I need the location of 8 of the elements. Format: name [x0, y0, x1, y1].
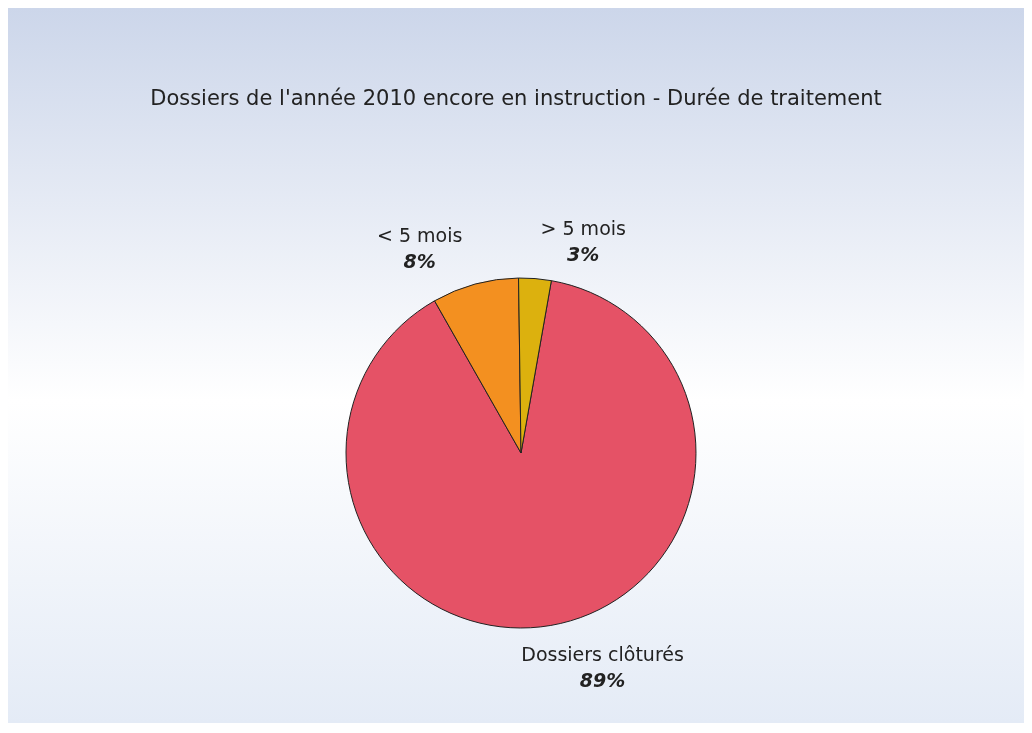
data-label: 8%: [403, 249, 436, 272]
chart-title: Dossiers de l'année 2010 encore en instruction - Durée de traitement: [149, 85, 883, 110]
slice-label: > 5 mois: [540, 216, 626, 239]
data-label: 89%: [579, 668, 626, 691]
slice-label: Dossiers clôturés: [521, 642, 684, 665]
pie-slice: [345, 280, 697, 629]
data-label: 3%: [567, 242, 600, 265]
slice-label: < 5 mois: [376, 223, 463, 246]
